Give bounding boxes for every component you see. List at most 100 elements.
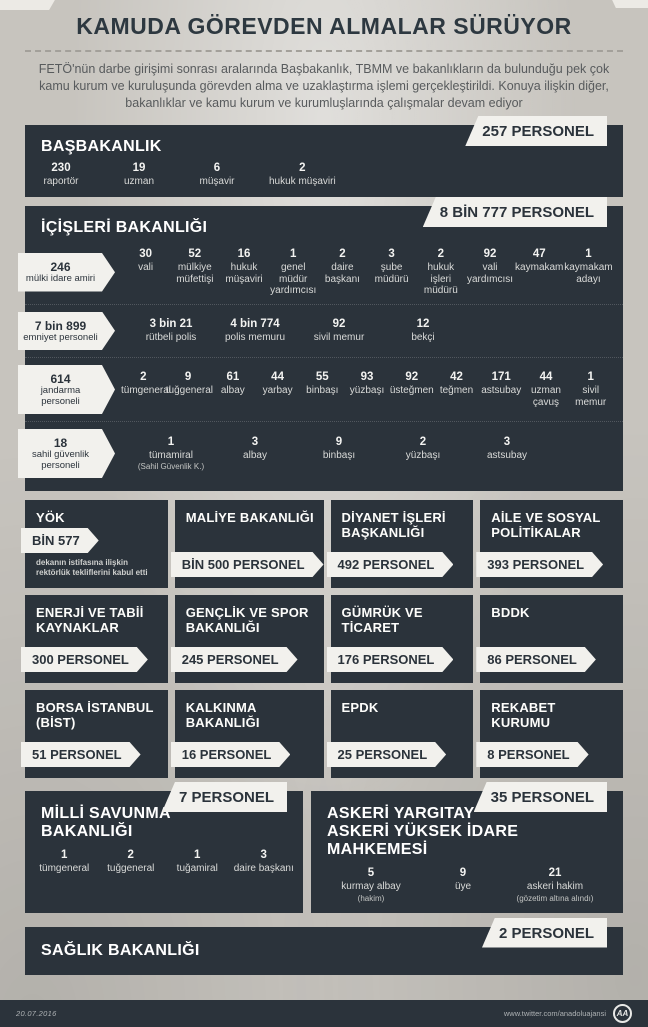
footer-bar: 20.07.2016 www.twitter.com/anadoluajansi… [0,1000,648,1027]
section-title: BAŞBAKANLIK [41,138,162,155]
stat-item: 1 kaymakam adayı [564,248,613,285]
icisleri-row-sahil-guvenlik: 18 sahil güvenlik personeli 1 tümamiral (S… [25,421,623,485]
stat-item: 5 kurmay albay (hakim) [325,867,417,903]
stat-value: 44 [271,371,284,383]
stat-item: 230 raportör [35,162,87,188]
category-tag: 614 jandarma personeli [18,365,115,414]
agency-title: YÖK [36,510,65,525]
stat-item: 1 tümgeneral [31,849,98,875]
stat-label: bekçi [411,332,435,343]
stat-label: tümamiral [149,449,193,461]
agency-title: GENÇLİK VE SPOR BAKANLIĞI [185,605,309,635]
stat-value: 1 [194,849,201,861]
category-tag: 7 bin 899 emniyet personeli [18,312,115,351]
personnel-ribbon: 8 PERSONEL [476,742,588,767]
stat-item: 47 kaymakam [515,248,564,274]
section-icisleri: 8 BİN 777 PERSONEL İÇİŞLERİ BAKANLIĞI 24… [25,197,623,491]
stat-note: (hakim) [357,893,385,903]
agency-card: BORSA İSTANBUL (BİST) 51 PERSONEL [25,690,168,778]
agency-card: GÜMRÜK VE TİCARET 176 PERSONEL [331,595,474,683]
tag-value: 7 bin 899 [34,318,87,333]
stat-value: 16 [237,248,251,260]
stat-label: yüzbaşı [405,449,441,461]
stat-value: 19 [132,162,146,174]
page-title: KAMUDA GÖREVDEN ALMALAR SÜRÜYOR [76,13,572,39]
personnel-ribbon: 245 PERSONEL [171,647,298,672]
personnel-ribbon: 25 PERSONEL [327,742,447,767]
stat-label: genel müdür yardımcısı [270,262,317,296]
twitter-handle: www.twitter.com/anadoluajansi [503,1009,606,1018]
stat-item: 44 uzman çavuş [524,371,569,408]
stat-item: 1 genel müdür yardımcısı [269,248,318,297]
stat-value: 2 [419,435,427,448]
stat-value: 55 [315,371,329,383]
stat-value: 3 [260,849,267,861]
stat-label: albay [220,385,245,396]
stats-list: 30 vali 52 mülkiye müfettişi 16 hukuk müşavir… [115,248,615,297]
stat-label: yüzbaşı [349,385,385,396]
stat-item: 16 hukuk müşaviri [219,248,268,285]
agency-title: MALİYE BAKANLIĞI [185,510,314,525]
stat-value: 3 [251,435,259,448]
stat-value: 6 [213,162,221,174]
stat-label: uzman [123,176,154,187]
tag-label: jandarma personeli [40,385,81,407]
tag-label: sahil güvenlik personeli [31,449,90,471]
stat-label: tuğgeneral [107,863,155,874]
agency-title: AİLE VE SOSYAL POLİTİKALAR [491,510,601,540]
stat-label: daire başkanı [233,863,294,874]
stat-value: 1 [167,435,175,448]
stat-value: 1 [61,849,68,861]
section-title: İÇİŞLERİ BAKANLIĞI [41,219,208,236]
stat-item: 92 üsteğmen [389,371,434,397]
tag-value: 246 [50,260,71,274]
stat-item: 3 şube müdürü [367,248,416,285]
stat-label: askeri hakim [526,881,584,892]
stat-item: 55 binbaşı [300,371,345,397]
personnel-badge: 8 BİN 777 PERSONEL [422,197,607,227]
stat-label: albay [243,449,267,461]
stat-item: 3 daire başkanı [231,849,298,875]
stat-value: 171 [491,371,511,383]
stat-item: 93 yüzbaşı [345,371,390,397]
section-milli-savunma: 7 PERSONEL MİLLİ SAVUNMA BAKANLIĞI 1 tümg… [25,782,303,913]
stat-label: hukuk müşaviri [225,262,263,285]
stat-value: 12 [416,318,430,330]
personnel-ribbon: 51 PERSONEL [21,742,141,767]
stat-value: 9 [459,867,467,879]
personnel-ribbon: 492 PERSONEL [327,552,454,577]
stat-item: 12 bekçi [381,318,465,344]
stat-value: 44 [539,371,553,383]
icisleri-row-emniyet: 7 bin 899 emniyet personeli 3 bin 21 rütb… [25,303,623,358]
stat-item: 1 sivil memur [568,371,613,408]
stats-list: 1 tümamiral (Sahil Güvenlik K.) 3 albay 9 binb… [115,436,615,472]
stat-value: 9 [335,435,343,448]
stat-label: rütbeli polis [145,332,197,343]
stat-label: mülkiye müfettişi [176,262,214,285]
stat-value: 1 [585,248,592,260]
section-saglik: 2 PERSONEL SAĞLIK BAKANLIĞI [25,917,623,975]
stat-label: uzman çavuş [530,385,561,408]
agency-card: MALİYE BAKANLIĞI BİN 500 PERSONEL [175,500,324,588]
icisleri-row-mulki-idare: 246 mülki idare amiri 30 vali 52 mülkiye mü… [25,241,623,304]
stat-item: 3 astsubay [465,436,549,462]
stat-value: 3 [503,435,511,448]
stat-item: 3 albay [213,436,297,462]
stat-label: daire başkanı [324,262,360,285]
stat-item: 2 tuğgeneral [98,849,165,875]
stat-label: üsteğmen [389,385,434,396]
stat-label: binbaşı [322,449,356,461]
stat-value: 1 [290,248,297,260]
agency-title: DİYANET İŞLERİ BAŞKANLIĞI [341,510,446,540]
stat-item: 30 vali [121,248,170,274]
anadolu-agency-logo-icon: AA [613,1004,632,1023]
stat-label: tuğamiral [176,863,218,874]
stat-value: 2 [127,849,134,861]
stat-value: 3 [388,248,395,260]
stats-list: 230 raportör 19 uzman 6 müşavir 2 hukuk müşavir… [25,160,623,188]
stat-label: tümgeneral [39,863,90,874]
stat-item: 4 bin 774 polis memuru [213,318,297,344]
personnel-badge: 2 PERSONEL [481,917,607,948]
agency-card: AİLE VE SOSYAL POLİTİKALAR 393 PERSONEL [480,500,623,588]
stat-value: 2 [299,162,306,174]
